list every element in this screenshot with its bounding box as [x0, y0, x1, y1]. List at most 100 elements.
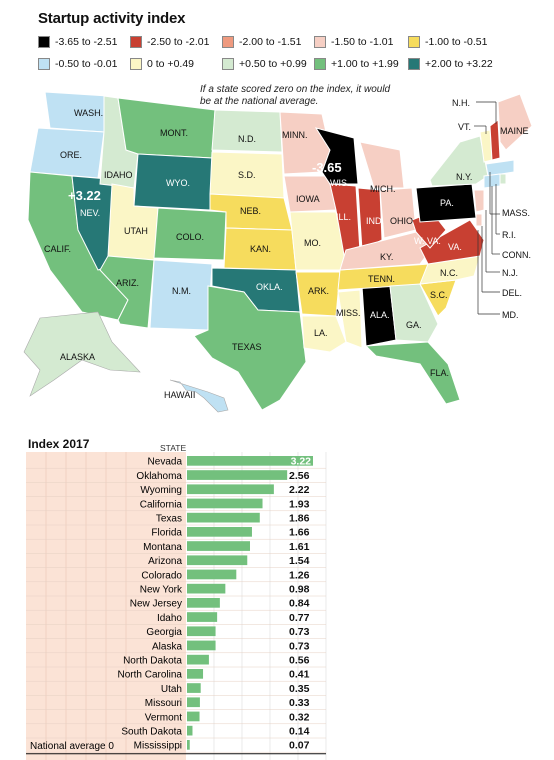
category-label: Alaska — [152, 641, 182, 652]
bar-chart: Nevada 3.22 Oklahoma 2.56 Wyoming 2.22 Califor… — [26, 452, 327, 760]
category-label: North Dakota — [123, 656, 182, 667]
category-label: Montana — [143, 542, 182, 553]
panel-grid — [26, 452, 327, 760]
label-sc: S.C. — [430, 290, 448, 300]
state-ri — [499, 173, 507, 185]
label-utah: UTAH — [124, 226, 148, 236]
state-de — [475, 213, 483, 227]
leader-lines — [474, 101, 500, 315]
callout-wisconsin-value: -3.65 — [312, 160, 342, 175]
state-mi — [359, 141, 405, 189]
bar — [187, 555, 248, 566]
label-wash: WASH. — [74, 108, 103, 118]
label-va: VA. — [448, 242, 462, 252]
value-label: 0.33 — [289, 697, 310, 709]
label-conn: CONN. — [502, 250, 531, 260]
legend-item: +0.50 to +0.99 — [222, 58, 307, 70]
state-column-header: STATE — [160, 443, 187, 453]
value-label: 3.22 — [291, 456, 312, 468]
category-label: Florida — [151, 528, 182, 539]
legend-swatch — [408, 58, 420, 70]
legend-swatch — [314, 58, 326, 70]
legend-swatch — [130, 58, 142, 70]
label-nc: N.C. — [440, 268, 458, 278]
label-ind: IND. — [366, 216, 384, 226]
label-mich: MICH. — [370, 184, 396, 194]
label-tenn: TENN. — [368, 274, 395, 284]
state-nh — [489, 119, 501, 161]
bar — [187, 740, 190, 750]
legend-label: -2.50 to -2.01 — [147, 36, 210, 48]
callout-wisconsin: -3.65 WIS. — [312, 160, 350, 188]
value-label: 1.93 — [289, 498, 310, 510]
state-ak — [23, 311, 141, 397]
label-ny: N.Y. — [456, 172, 472, 182]
legend-swatch — [38, 36, 50, 48]
label-alaska: ALASKA — [60, 352, 95, 362]
map-labels: WASH. ORE. IDAHO MONT. WYO. N.D. S.D. NE… — [44, 98, 531, 400]
state-ms — [337, 289, 363, 349]
label-kan: KAN. — [250, 244, 271, 254]
label-maine: MAINE — [500, 126, 529, 136]
callout-nevada-value: +3.22 — [68, 188, 101, 203]
state-tx — [193, 285, 307, 411]
map-note: If a state scored zero on the index, it … — [200, 84, 391, 107]
state-nj — [473, 189, 485, 213]
state-oh — [379, 187, 417, 239]
legend-item: -3.65 to -2.51 — [38, 36, 117, 48]
legend-swatch — [38, 58, 50, 70]
legend-item: -2.50 to -2.01 — [130, 36, 209, 48]
legend-item: 0 to +0.49 — [130, 58, 194, 70]
bar — [187, 512, 260, 523]
label-ri: R.I. — [502, 230, 516, 240]
bar — [187, 569, 237, 580]
label-miss: MISS. — [336, 308, 361, 318]
national-average-label: National average 0 — [30, 741, 114, 752]
label-sd: S.D. — [238, 170, 256, 180]
label-hawaii: HAWAII — [164, 390, 195, 400]
category-label: Colorado — [141, 570, 182, 581]
us-map: WASH. ORE. IDAHO MONT. WYO. N.D. S.D. NE… — [23, 91, 533, 413]
legend-item: +1.00 to +1.99 — [314, 58, 399, 70]
value-label: 1.61 — [289, 541, 310, 553]
bar — [187, 598, 220, 608]
legend-item: +2.00 to +3.22 — [408, 58, 493, 70]
state-ct — [483, 173, 501, 189]
legend-item: -2.00 to -1.51 — [222, 36, 301, 48]
label-wva: W. VA. — [414, 236, 441, 246]
bars: Nevada 3.22 Oklahoma 2.56 Wyoming 2.22 Califor… — [26, 456, 326, 755]
value-label: 0.41 — [289, 669, 310, 681]
label-mo: MO. — [304, 238, 321, 248]
value-label: 0.35 — [289, 683, 310, 695]
category-label: Utah — [161, 684, 182, 695]
state-ma — [485, 159, 515, 177]
legend-label: +2.00 to +3.22 — [425, 58, 493, 70]
value-label: 2.22 — [289, 484, 310, 496]
label-ohio: OHIO — [390, 216, 413, 226]
legend-label: -0.50 to -0.01 — [55, 58, 118, 70]
callout-nevada: +3.22 NEV. — [68, 188, 101, 218]
label-md: MD. — [502, 310, 519, 320]
label-pa: PA. — [440, 198, 454, 208]
category-label: California — [140, 499, 183, 510]
state-ga — [389, 283, 439, 343]
legend-swatch — [408, 36, 420, 48]
value-label: 2.56 — [289, 470, 310, 482]
bar — [187, 484, 274, 495]
category-label: Missouri — [145, 698, 182, 709]
bar — [187, 456, 313, 466]
state-nd — [211, 109, 283, 153]
legend-label: -1.00 to -0.51 — [425, 36, 488, 48]
bar — [187, 527, 252, 537]
bar — [187, 711, 200, 722]
label-texas: TEXAS — [232, 342, 262, 352]
label-ky: KY. — [380, 252, 393, 262]
value-label: 0.56 — [289, 655, 310, 667]
category-label: Idaho — [157, 613, 182, 624]
category-label: Arizona — [148, 556, 182, 567]
bar — [187, 683, 201, 693]
value-label: 0.14 — [289, 726, 310, 738]
bar-chart-title: Index 2017 — [28, 437, 90, 451]
label-vt: VT. — [458, 122, 471, 132]
callout-nevada-state: NEV. — [80, 208, 100, 218]
